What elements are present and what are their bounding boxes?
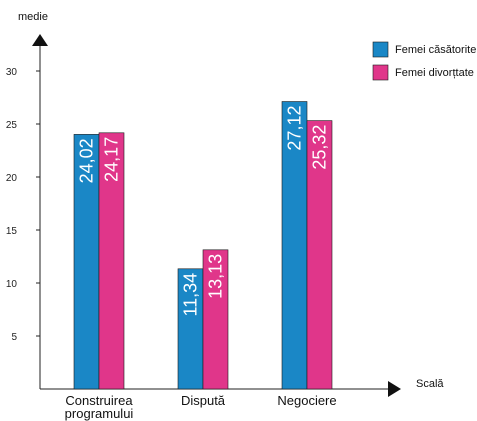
y-axis-arrow xyxy=(32,34,48,46)
data-label: 27,12 xyxy=(285,106,305,151)
y-tick-label: 30 xyxy=(6,67,18,78)
data-label: 13,13 xyxy=(206,254,226,299)
bar-femei-casatorite-2 xyxy=(281,101,308,390)
legend-swatch xyxy=(372,64,389,81)
bar-femei-casatorite-0 xyxy=(73,134,100,390)
y-axis-title: medie xyxy=(18,11,48,23)
bar-femei-divortate-0 xyxy=(98,132,125,390)
data-label: 24,02 xyxy=(77,138,97,183)
data-label: 25,32 xyxy=(310,125,330,170)
y-tick-label: 25 xyxy=(6,120,18,131)
legend: Femei căsătorite Femei divorțtate xyxy=(372,41,476,81)
bar-femei-divortate-1 xyxy=(202,249,229,390)
legend-swatch xyxy=(372,41,389,58)
data-label: 24,17 xyxy=(102,137,122,182)
x-axis-title: Scală xyxy=(416,378,444,390)
category-label: programului xyxy=(65,406,134,421)
data-label: 11,34 xyxy=(181,273,201,317)
bar-femei-casatorite-1 xyxy=(177,268,204,390)
y-tick-label: 20 xyxy=(6,173,18,184)
category-label: Negociere xyxy=(277,393,336,408)
bars: 24,02 24,17 11,34 13,13 27,12 25,32 xyxy=(73,101,333,390)
legend-label: Femei divorțtate xyxy=(395,67,474,79)
y-tick-label: 5 xyxy=(11,332,17,343)
legend-label: Femei căsătorite xyxy=(395,44,476,56)
category-label: Dispută xyxy=(181,393,226,408)
bar-femei-divortate-2 xyxy=(306,120,333,390)
category-label: Construirea xyxy=(65,393,133,408)
x-axis-arrow xyxy=(388,381,401,397)
y-ticks: 5 10 15 20 25 30 xyxy=(6,67,40,343)
y-tick-label: 15 xyxy=(6,226,18,237)
y-tick-label: 10 xyxy=(6,279,18,290)
